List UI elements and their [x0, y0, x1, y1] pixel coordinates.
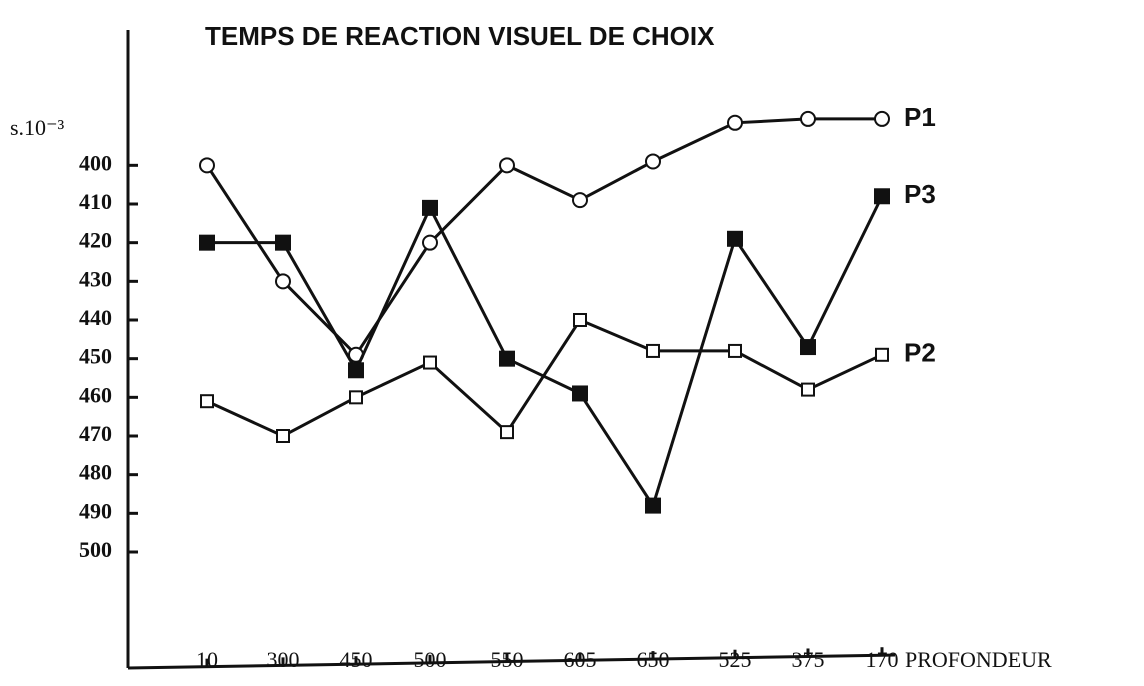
marker — [727, 230, 743, 247]
marker — [275, 273, 291, 290]
series-line — [205, 117, 882, 358]
marker — [800, 339, 816, 356]
marker — [199, 234, 215, 251]
y-tick-label: 430 — [79, 266, 112, 291]
y-tick-label: 410 — [79, 189, 112, 214]
marker — [423, 355, 437, 370]
marker — [499, 157, 515, 174]
chart-title: TEMPS DE REACTION VISUEL DE CHOIX — [205, 21, 715, 51]
marker — [800, 110, 816, 127]
y-tick-label: 460 — [79, 382, 112, 407]
marker — [422, 199, 438, 216]
x-axis — [127, 653, 896, 670]
series-label: P1 — [904, 102, 936, 132]
marker — [646, 343, 660, 358]
x-tick-label: 525 — [719, 647, 752, 672]
marker — [874, 110, 890, 127]
marker — [276, 429, 290, 443]
marker — [645, 497, 661, 514]
marker — [500, 425, 514, 440]
marker — [275, 234, 291, 251]
y-axis-label: s.10⁻³ — [10, 115, 65, 140]
marker — [572, 192, 588, 209]
marker — [573, 313, 587, 327]
marker — [874, 188, 890, 205]
y-tick-label: 500 — [79, 537, 112, 562]
y-tick-label: 490 — [79, 498, 112, 523]
series-line — [207, 195, 884, 510]
x-tick-label: 10 — [196, 647, 218, 672]
series-label: P3 — [904, 179, 936, 209]
marker — [572, 385, 588, 402]
series-label: P2 — [904, 338, 936, 368]
x-tick-label: 170 — [866, 647, 899, 672]
y-tick-label: 420 — [79, 228, 112, 253]
marker — [875, 347, 889, 362]
x-tick-label: 500 — [414, 647, 447, 672]
x-tick-label: 550 — [491, 647, 524, 672]
y-tick-label: 440 — [79, 305, 112, 330]
marker — [422, 234, 438, 251]
y-tick-label: 450 — [79, 344, 112, 369]
marker — [199, 157, 215, 174]
marker — [349, 390, 363, 405]
marker — [348, 362, 364, 379]
x-tick-label: 375 — [792, 647, 825, 672]
x-tick-label: 450 — [340, 647, 373, 672]
y-tick-label: 400 — [79, 150, 112, 175]
marker — [645, 153, 661, 170]
x-tick-label: 605 — [564, 647, 597, 672]
marker — [801, 382, 815, 397]
x-tick-label: 300 — [267, 647, 300, 672]
y-tick-label: 480 — [79, 460, 112, 485]
marker — [499, 350, 515, 367]
marker — [727, 114, 743, 131]
y-tick-label: 470 — [79, 421, 112, 446]
x-axis-label: PROFONDEUR — [905, 647, 1052, 672]
x-tick-label: 650 — [637, 647, 670, 672]
marker — [200, 394, 214, 409]
marker — [728, 343, 742, 358]
